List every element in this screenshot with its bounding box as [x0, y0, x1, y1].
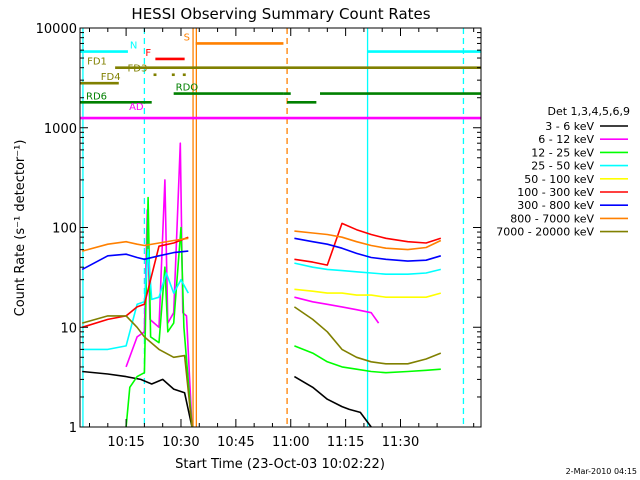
x-tick-label-11-30: 11:30: [382, 435, 419, 450]
series-3-6-kev-segment-2: [293, 375, 372, 428]
series-7000-20000-kev-segment-1: [81, 315, 193, 428]
flag-ad-label: AD: [129, 102, 144, 113]
series-7000-20000-kev-segment-2: [293, 306, 442, 365]
legend-label-50-100-kev: 50 - 100 keV: [524, 173, 594, 186]
flag-n-label: N: [130, 41, 137, 52]
flag-f-label: F: [145, 48, 151, 59]
y-tick-label-10000: 10000: [36, 22, 77, 37]
series-25-50-kev-segment-2: [294, 262, 441, 276]
y-tick-label-100: 100: [52, 222, 77, 237]
flag-rd6-label: RD6: [86, 91, 107, 102]
series-300-800-kev-segment-1: [81, 250, 189, 271]
y-axis-label: Count Rate (s⁻¹ detector⁻¹): [13, 140, 28, 317]
y-tick-label-10: 10: [60, 321, 77, 336]
series-layer: [81, 142, 442, 428]
legend-title: Det 1,3,4,5,6,9: [547, 105, 630, 118]
series-25-50-kev-segment-1: [82, 248, 190, 351]
flag-s-label: S: [184, 32, 190, 43]
x-tick-label-10-45: 10:45: [217, 435, 254, 450]
y-tick-label-1: 1: [69, 421, 77, 436]
x-tick-label-10-15: 10:15: [107, 435, 144, 450]
flag-fd1-label: FD1: [87, 57, 107, 68]
legend-label-6-12-kev: 6 - 12 keV: [538, 133, 594, 146]
series-100-300-kev-segment-2: [294, 222, 442, 266]
legend-label-25-50-kev: 25 - 50 keV: [531, 160, 594, 173]
flag-fd3-label: FD3: [128, 64, 148, 75]
flag-rdo-label: RDO: [176, 83, 199, 94]
series-100-300-kev-segment-1: [81, 236, 189, 329]
y-tick-label-1000: 1000: [44, 122, 77, 137]
x-tick-label-11-15: 11:15: [327, 435, 364, 450]
legend-label-100-300-kev: 100 - 300 keV: [517, 186, 594, 199]
series-12-25-kev-segment-1: [125, 196, 193, 428]
legend-label-12-25-kev: 12 - 25 keV: [531, 146, 594, 159]
series-800-7000-kev-segment-2: [294, 230, 442, 251]
footer-date: 2-Mar-2010 04:15: [566, 467, 637, 476]
x-tick-label-11-00: 11:00: [272, 435, 309, 450]
series-300-800-kev-segment-2: [294, 237, 442, 262]
legend-label-800-7000-kev: 800 - 7000 keV: [510, 212, 594, 225]
series-6-12-kev-segment-2: [294, 296, 380, 324]
chart-title: HESSI Observing Summary Count Rates: [131, 5, 430, 23]
x-axis-label: Start Time (23-Oct-03 10:02:22): [175, 457, 385, 472]
legend-label-3-6-kev: 3 - 6 keV: [545, 120, 594, 133]
legend-label-300-800-kev: 300 - 800 keV: [517, 199, 594, 212]
series-3-6-kev-segment-1: [82, 370, 193, 428]
flag-fd4-label: FD4: [101, 72, 121, 83]
legend-label-7000-20000-kev: 7000 - 20000 keV: [496, 226, 594, 239]
axes-layer: 10:15 10:30 10:45 11:00 11:15 11:30 1 10 100 1000…: [36, 22, 481, 450]
x-tick-label-10-30: 10:30: [162, 435, 199, 450]
series-50-100-kev-segment-1: [294, 288, 442, 299]
series-12-25-kev-segment-2: [294, 345, 441, 374]
flag-bars-layer: N S F FD1 FD3 FD4 RDO RD6 AD: [80, 32, 481, 120]
series-800-7000-kev-segment-1: [81, 237, 189, 252]
